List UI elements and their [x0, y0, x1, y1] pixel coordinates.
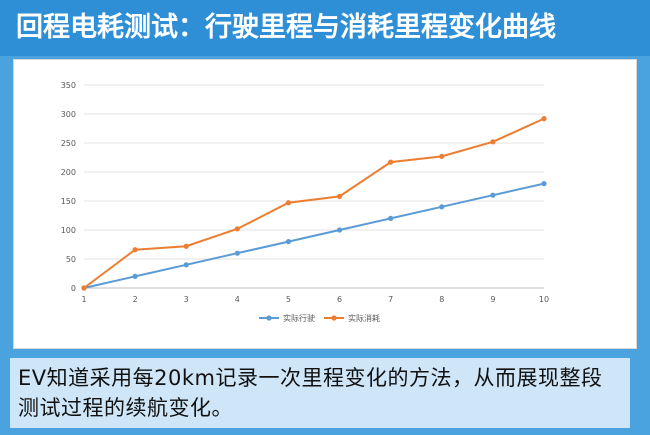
data-point [388, 215, 394, 221]
page-title: 回程电耗测试：行驶里程与消耗里程变化曲线 [0, 0, 650, 56]
data-point [81, 285, 87, 291]
data-point [439, 153, 445, 159]
x-tick-label: 8 [439, 295, 444, 304]
y-tick-label: 0 [71, 284, 76, 293]
x-tick-label: 3 [184, 295, 189, 304]
y-tick-label: 200 [61, 168, 76, 177]
data-point [541, 181, 547, 187]
y-tick-label: 250 [61, 139, 76, 148]
x-tick-label: 1 [81, 295, 86, 304]
y-tick-label: 150 [61, 197, 76, 206]
y-tick-label: 50 [66, 255, 76, 264]
x-tick-label: 7 [388, 295, 393, 304]
data-point [234, 250, 240, 256]
data-point [388, 159, 394, 165]
legend-marker [331, 315, 337, 321]
series-line-1 [83, 182, 545, 289]
data-point [132, 247, 138, 253]
data-point [183, 262, 189, 268]
legend-label: 实际行驶 [283, 313, 315, 323]
x-tick-label: 9 [490, 295, 495, 304]
y-tick-label: 100 [61, 226, 76, 235]
caption-text: EV知道采用每20km记录一次里程变化的方法，从而展现整段测试过程的续航变化。 [10, 358, 630, 428]
x-tick-label: 2 [133, 295, 138, 304]
data-point [490, 139, 496, 145]
data-point [285, 239, 292, 245]
legend-label: 实际消耗 [348, 313, 380, 323]
x-tick-label: 5 [286, 295, 291, 304]
series-line-2 [83, 117, 545, 289]
data-point [132, 273, 138, 279]
data-point [183, 243, 189, 249]
data-point [541, 116, 547, 122]
x-tick-label: 4 [235, 295, 240, 304]
data-point [439, 204, 445, 210]
data-point [285, 200, 292, 206]
line-chart: 0 50 100 150 200 250 300 350 1 2 3 4 5 6 7 8 9 10 实际行驶 实际消耗 [61, 81, 549, 323]
data-point [234, 226, 240, 232]
x-tick-label: 10 [539, 295, 549, 304]
legend-marker [266, 315, 272, 321]
data-point [490, 192, 496, 198]
y-tick-label: 350 [61, 81, 76, 90]
y-tick-label: 300 [61, 110, 76, 119]
chart-panel: 0 50 100 150 200 250 300 350 1 2 3 4 5 6 7 8 9 10 实际行驶 实际消耗 [13, 59, 637, 349]
x-tick-label: 6 [337, 295, 342, 304]
data-point [336, 193, 343, 199]
data-point [336, 227, 343, 233]
